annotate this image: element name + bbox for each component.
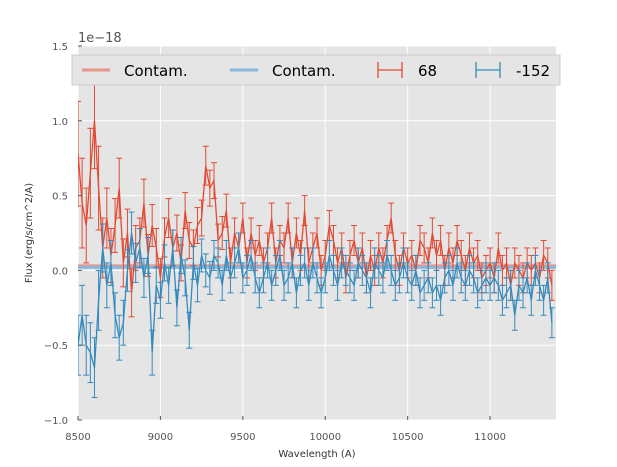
y-tick-label: 0.0 xyxy=(52,266,68,277)
x-tick-label: 8500 xyxy=(65,432,90,443)
y-offset-label: 1e−18 xyxy=(78,31,122,46)
legend: Contam. Contam. 68 -152 xyxy=(71,54,561,86)
legend-label: -152 xyxy=(516,62,550,80)
y-tick-label: 0.5 xyxy=(52,192,68,203)
y-tick-label: −0.5 xyxy=(44,341,68,352)
y-axis-label: Flux (erg/s/cm^2/A) xyxy=(24,183,35,283)
legend-entry-4: -152 xyxy=(475,62,550,80)
x-tick-label: 10000 xyxy=(309,432,341,443)
x-tick-label: 11000 xyxy=(474,432,506,443)
x-tick-label: 10500 xyxy=(392,432,424,443)
series-line xyxy=(78,120,553,293)
legend-entry-1: Contam. xyxy=(82,62,188,80)
axis-layer: 8500 9000 9500 10000 10500 11000 −1.0 −0.5 0.0 0.… xyxy=(44,42,506,443)
y-tick-label: −1.0 xyxy=(44,416,68,427)
x-tick-label: 9500 xyxy=(230,432,255,443)
y-tick-label: 1.0 xyxy=(52,117,68,128)
legend-label: Contam. xyxy=(272,62,336,80)
x-tick-label: 9000 xyxy=(148,432,173,443)
legend-entry-3: 68 xyxy=(377,62,437,80)
x-axis-label: Wavelength (A) xyxy=(278,449,355,460)
legend-label: Contam. xyxy=(124,62,188,80)
y-tick-label: 1.5 xyxy=(52,42,68,53)
legend-label: 68 xyxy=(418,62,437,80)
legend-entry-2: Contam. xyxy=(230,62,336,80)
series-line xyxy=(78,232,553,368)
data-layer xyxy=(78,72,556,399)
series-blue xyxy=(78,211,555,399)
